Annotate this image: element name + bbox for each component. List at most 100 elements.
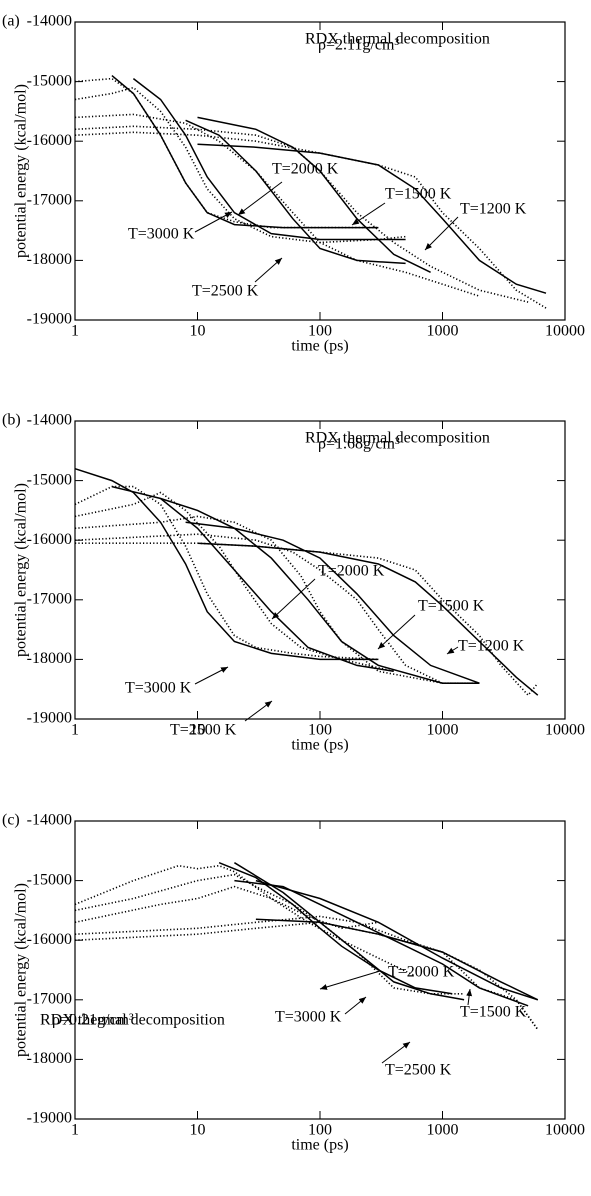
plot-frame [74, 820, 566, 1120]
y-tick-label: -15000 [27, 871, 72, 888]
label-arrow [244, 700, 273, 722]
x-tick-label: 1000 [427, 722, 459, 739]
label-arrow [377, 614, 416, 650]
x-tick-label: 10000 [545, 1122, 585, 1139]
y-tick-label: -19000 [27, 1110, 72, 1127]
label-arrow [194, 666, 229, 685]
fit-curve [197, 143, 547, 294]
fit-curve [255, 879, 539, 1001]
chart-title: RDX thermal decomposition [40, 1012, 225, 1029]
label-arrow [271, 578, 316, 620]
series-label: T=3000 K [125, 680, 192, 697]
chart-subtitle: ρ=0.21g/cm³ [52, 1012, 134, 1029]
label-arrow [319, 970, 381, 990]
panel: (a) -19000 -18000 -17000 -16000 -15000 -14000 1… [2, 13, 585, 355]
panel: (b) -19000 -18000 -17000 -16000 -15000 -14000 1… [2, 412, 585, 754]
y-tick-label: -15000 [27, 72, 72, 89]
y-tick-label: -14000 [27, 412, 72, 429]
panel: (c) -19000 -18000 -17000 -16000 -15000 -14000 1… [2, 812, 585, 1154]
y-tick-label: -18000 [27, 251, 72, 268]
chart-title: RDX thermal decomposition [305, 430, 490, 447]
chart-title: RDX thermal decomposition [305, 31, 490, 48]
label-arrow [344, 996, 367, 1015]
fit-curve [132, 78, 406, 241]
y-tick-label: -14000 [27, 812, 72, 829]
series-label: T=2500 K [385, 1062, 452, 1079]
fit-curve [234, 862, 465, 1001]
y-tick-label: -17000 [27, 191, 72, 208]
x-tick-label: 100 [308, 323, 332, 340]
x-tick-label: 10 [190, 323, 206, 340]
y-tick-label: -15000 [27, 471, 72, 488]
series-label: T=3000 K [128, 226, 195, 243]
fit-curve [234, 879, 529, 1007]
y-tick-label: -16000 [27, 132, 72, 149]
fit-curve [185, 521, 480, 684]
x-axis-label: time (ps) [291, 737, 348, 754]
fit-curve [74, 467, 379, 661]
fit-curve [255, 918, 539, 1001]
y-tick-label: -18000 [27, 1050, 72, 1067]
simulation-data [74, 885, 379, 930]
fit-curve [111, 485, 394, 673]
fit-curve [197, 116, 431, 273]
x-tick-label: 10000 [545, 323, 585, 340]
series-label: T=1500 K [460, 1004, 527, 1021]
series-label: T=1200 K [460, 201, 527, 218]
simulation-data [74, 921, 539, 1031]
x-tick-label: 1000 [427, 1122, 459, 1139]
panel-label: (c) [2, 812, 20, 829]
series-label: T=2500 K [170, 722, 237, 739]
y-tick-label: -16000 [27, 531, 72, 548]
label-arrow [194, 211, 233, 233]
x-axis-label: time (ps) [291, 1137, 348, 1154]
simulation-data [74, 86, 406, 244]
series-label: T=2000 K [388, 964, 455, 981]
simulation-data [74, 515, 480, 684]
simulation-data [74, 533, 480, 684]
panel-label: (a) [2, 13, 20, 30]
y-tick-label: -17000 [27, 990, 72, 1007]
y-tick-label: -14000 [27, 13, 72, 30]
simulation-data [75, 542, 539, 697]
simulation-data [74, 113, 480, 297]
x-tick-label: 1 [71, 722, 79, 739]
y-axis-label: potential energy (kcal/mol) [13, 84, 30, 258]
x-tick-label: 1000 [427, 323, 459, 340]
x-tick-label: 10 [190, 722, 206, 739]
series-label: T=1500 K [385, 186, 452, 203]
series-label: T=2500 K [192, 283, 259, 300]
simulation-data [74, 131, 547, 309]
y-tick-label: -19000 [27, 710, 72, 727]
panel-label: (b) [2, 412, 21, 429]
label-arrow [446, 646, 459, 655]
y-tick-label: -18000 [27, 650, 72, 667]
series-label: T=1500 K [418, 598, 485, 615]
label-arrow [254, 257, 283, 283]
x-tick-label: 100 [308, 1122, 332, 1139]
fit-curve [160, 497, 480, 684]
y-axis-label: potential energy (kcal/mol) [13, 883, 30, 1057]
x-tick-label: 1 [71, 323, 79, 340]
label-arrow [237, 181, 283, 216]
label-arrow [466, 988, 473, 1006]
series-label: T=3000 K [275, 1009, 342, 1026]
series-label: T=2000 K [318, 563, 385, 580]
y-tick-label: -19000 [27, 311, 72, 328]
x-tick-label: 10 [190, 1122, 206, 1139]
label-arrow [351, 202, 386, 226]
x-tick-label: 10000 [545, 722, 585, 739]
x-axis-label: time (ps) [291, 338, 348, 355]
simulation-data [74, 485, 379, 661]
y-tick-label: -16000 [27, 931, 72, 948]
simulation-data [74, 77, 379, 229]
series-label: T=1200 K [458, 638, 525, 655]
x-tick-label: 1 [71, 1122, 79, 1139]
fit-curve [111, 75, 379, 229]
series-label: T=2000 K [272, 161, 339, 178]
y-tick-label: -17000 [27, 590, 72, 607]
label-arrow [381, 1041, 411, 1064]
chart-subtitle: ρ=2.11g/cm³ [318, 37, 399, 54]
fit-curve [197, 542, 539, 696]
